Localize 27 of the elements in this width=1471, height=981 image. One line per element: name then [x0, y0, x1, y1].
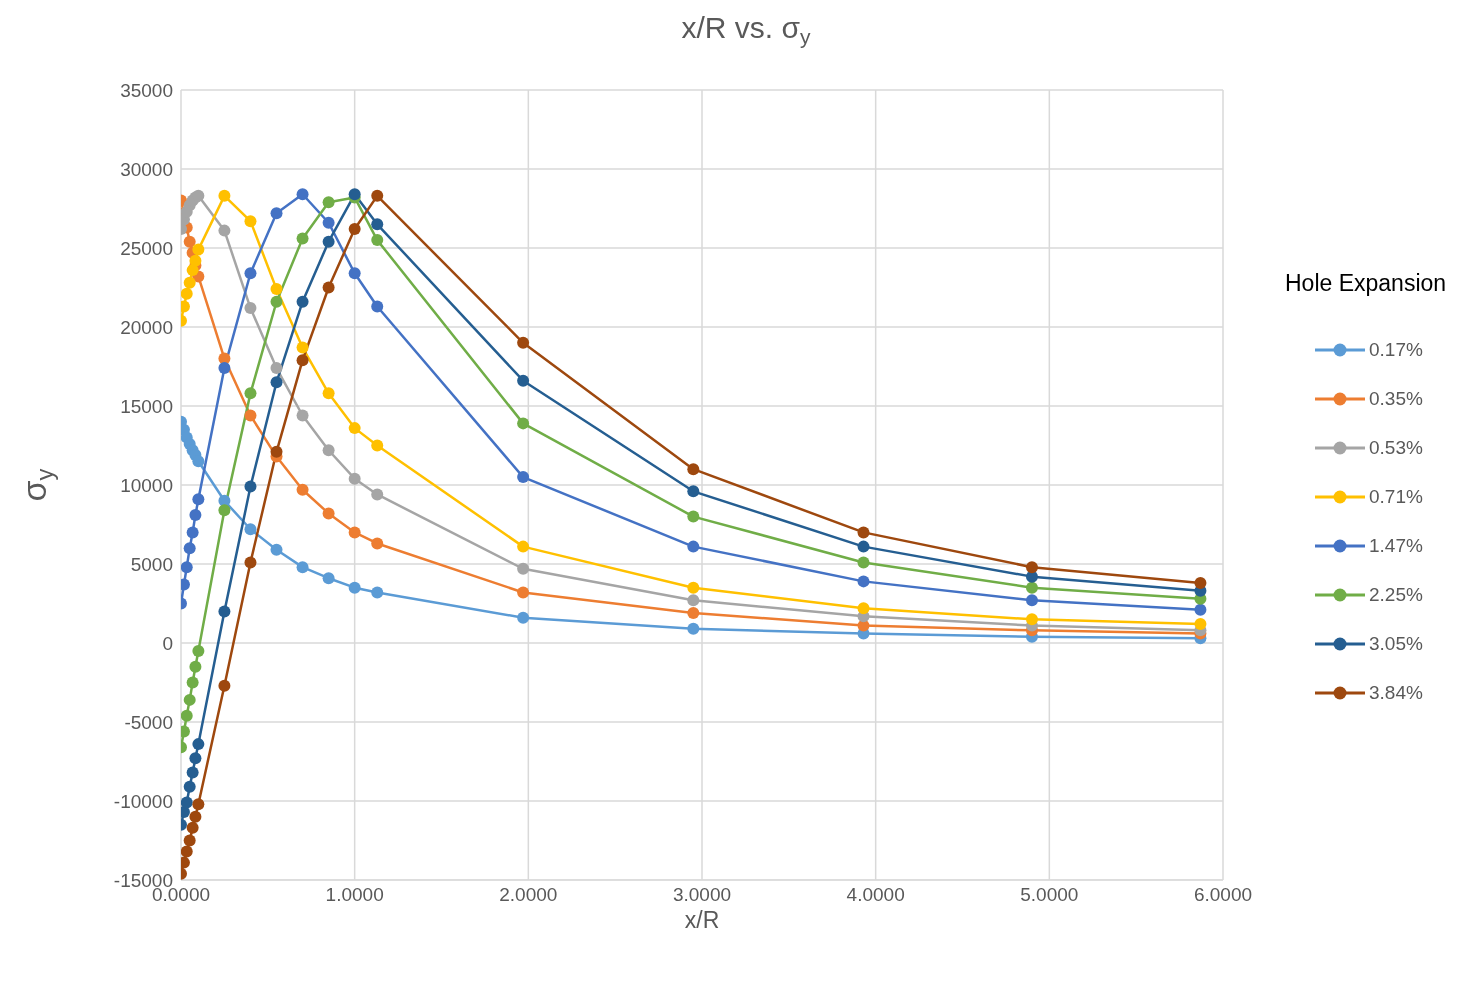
legend-label: 1.47% — [1369, 534, 1423, 557]
y-tick-label: -10000 — [113, 790, 173, 812]
legend-title: Hole Expansion — [1285, 270, 1448, 297]
x-tick-label: 4.0000 — [846, 884, 905, 906]
legend-label: 0.53% — [1369, 436, 1423, 459]
y-tick-label: 30000 — [120, 158, 173, 180]
x-tick-label: 6.0000 — [1193, 884, 1253, 906]
x-tick-label: 3.0000 — [672, 884, 732, 906]
x-axis-title: x/R — [684, 907, 720, 933]
y-tick-label: 35000 — [120, 79, 173, 101]
y-tick-label: 0 — [162, 632, 173, 654]
y-tick-label: -5000 — [124, 711, 173, 733]
legend-label: 3.05% — [1369, 632, 1423, 655]
legend-label: 0.71% — [1369, 485, 1423, 508]
x-tick-label: 1.0000 — [325, 884, 384, 906]
legend-label: 0.35% — [1369, 387, 1423, 410]
x-tick-label: 5.0000 — [1020, 884, 1079, 906]
x-tick-label: 2.0000 — [499, 884, 558, 906]
legend-label: 2.25% — [1369, 583, 1423, 606]
y-tick-label: 10000 — [120, 474, 173, 496]
legend-label: 3.84% — [1369, 681, 1423, 704]
y-tick-label: 5000 — [130, 553, 173, 575]
y-tick-label: 25000 — [120, 237, 173, 259]
y-tick-label: 20000 — [120, 316, 173, 338]
legend-label: 0.17% — [1369, 338, 1423, 361]
chart-title: x/R vs. σ$_{y}$ — [681, 11, 812, 49]
y-tick-label: 15000 — [120, 395, 173, 417]
